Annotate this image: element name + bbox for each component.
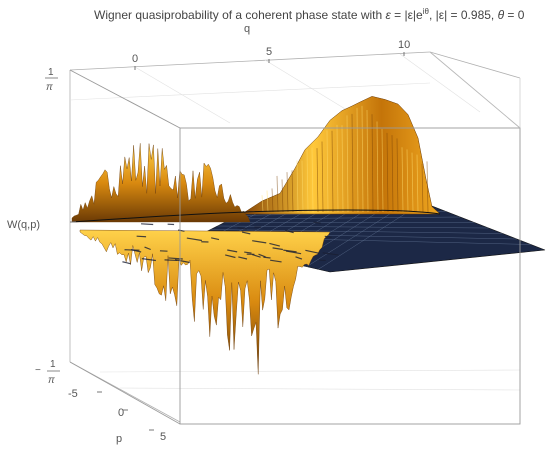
fringe-stripe [252, 253, 261, 258]
fringe-stripe [241, 231, 251, 235]
p-tick-label: 5 [160, 431, 166, 443]
surface-streak [266, 190, 269, 213]
q-tick-label: 10 [398, 39, 410, 51]
svg-text:π: π [46, 82, 53, 93]
q-axis: q 0 5 10 [132, 23, 410, 70]
box-front-face [179, 127, 521, 425]
surface-streak [406, 149, 409, 213]
box-edge [429, 51, 521, 79]
surface-streak [386, 132, 389, 213]
surface-streak [341, 125, 344, 213]
fringe-stripe [144, 246, 151, 251]
fringe-stripe [263, 256, 271, 259]
q-tick-label: 0 [132, 53, 138, 65]
fringe-stripe [238, 256, 248, 260]
chart-title: Wigner quasiprobability of a coherent ph… [94, 7, 525, 22]
svg-text:1: 1 [50, 359, 56, 370]
positive-oscillations [71, 143, 251, 223]
surface-streak [426, 161, 429, 213]
box-edge [69, 51, 431, 71]
p-tick-label: -5 [68, 388, 78, 400]
bounding-box-front [69, 51, 521, 425]
zero-contour [71, 209, 441, 223]
surface-streak [421, 163, 424, 213]
z-tick-top: 1 π [45, 67, 58, 93]
fringe-stripe [227, 249, 238, 253]
surface-streak [416, 154, 419, 213]
surface-streak [351, 113, 354, 213]
surface-streak [316, 148, 319, 213]
surface-streak [411, 152, 414, 213]
fringe-stripe [237, 227, 247, 230]
p-tick-label: 0 [118, 407, 124, 419]
box-edge [69, 69, 181, 129]
negative-oscillations [79, 229, 331, 375]
surface-streak [286, 172, 289, 213]
fringe-stripe [141, 258, 156, 262]
p-axis-label: p [116, 433, 122, 445]
fringe-stripe [258, 253, 266, 258]
box-edge [429, 51, 521, 129]
fringe-stripe [285, 229, 294, 234]
surface-streak [346, 115, 349, 213]
fringe-stripe [252, 240, 267, 244]
fringe-stripe [136, 235, 147, 238]
surface-streak [381, 128, 384, 213]
fringe-stripe [272, 247, 283, 251]
fringe-stripe [322, 252, 339, 256]
surface-streak [336, 124, 339, 213]
surface-streak [376, 121, 379, 213]
surface-streak [326, 130, 329, 213]
q-tick-label: 5 [266, 46, 272, 58]
z-axis: W(q,p) 1 π − 1 π [7, 67, 76, 386]
surface-streak [281, 179, 284, 213]
svg-text:π: π [48, 375, 55, 386]
surface-streak [291, 170, 294, 213]
fringe-stripe [283, 249, 297, 253]
fringe-stripe [244, 251, 252, 254]
fringe-stripe [295, 256, 303, 260]
fringe-stripe [122, 261, 131, 265]
surface-streak [321, 141, 324, 213]
surface-streak [301, 160, 304, 213]
z-axis-label: W(q,p) [7, 219, 40, 231]
p-axis: -5 0 5 p [68, 361, 181, 445]
surface-streak [276, 175, 279, 213]
fringe-stripe [168, 257, 183, 260]
fringe-stripe [211, 237, 220, 241]
fringe-stripe [305, 249, 319, 254]
fringe-stripe [130, 249, 142, 253]
surface-streak [361, 105, 364, 213]
surface-streak [401, 147, 404, 213]
fringe-stripe [270, 259, 282, 263]
surface-streak [356, 107, 359, 213]
wigner-surface [71, 96, 546, 375]
fringe-stripe [141, 223, 154, 226]
surface-streak [296, 160, 299, 213]
grid-lines [69, 53, 521, 391]
fringe-stripe [164, 259, 178, 262]
surface-streak [311, 147, 314, 213]
fringe-stripe [313, 221, 321, 224]
svg-text:−: − [35, 365, 41, 376]
q-axis-label: q [244, 23, 250, 35]
surface-streak [391, 135, 394, 213]
fringe-stripe [174, 259, 190, 264]
surface-streak [396, 138, 399, 213]
surface-streak [261, 195, 264, 213]
fringe-stripe [269, 242, 280, 247]
fringe-stripe [285, 250, 302, 255]
surface-streak [371, 114, 374, 213]
surface-streak [366, 109, 369, 213]
surface-streak [271, 188, 274, 213]
fringe-stripe [225, 254, 236, 259]
fringe-stripe [324, 235, 332, 238]
fringe-stripe [186, 237, 203, 242]
surface-streak [331, 130, 334, 213]
fringe-stripe [178, 229, 185, 232]
surface-streak [306, 149, 309, 213]
svg-text:1: 1 [48, 67, 54, 78]
z-tick-bottom: − 1 π [35, 359, 60, 386]
